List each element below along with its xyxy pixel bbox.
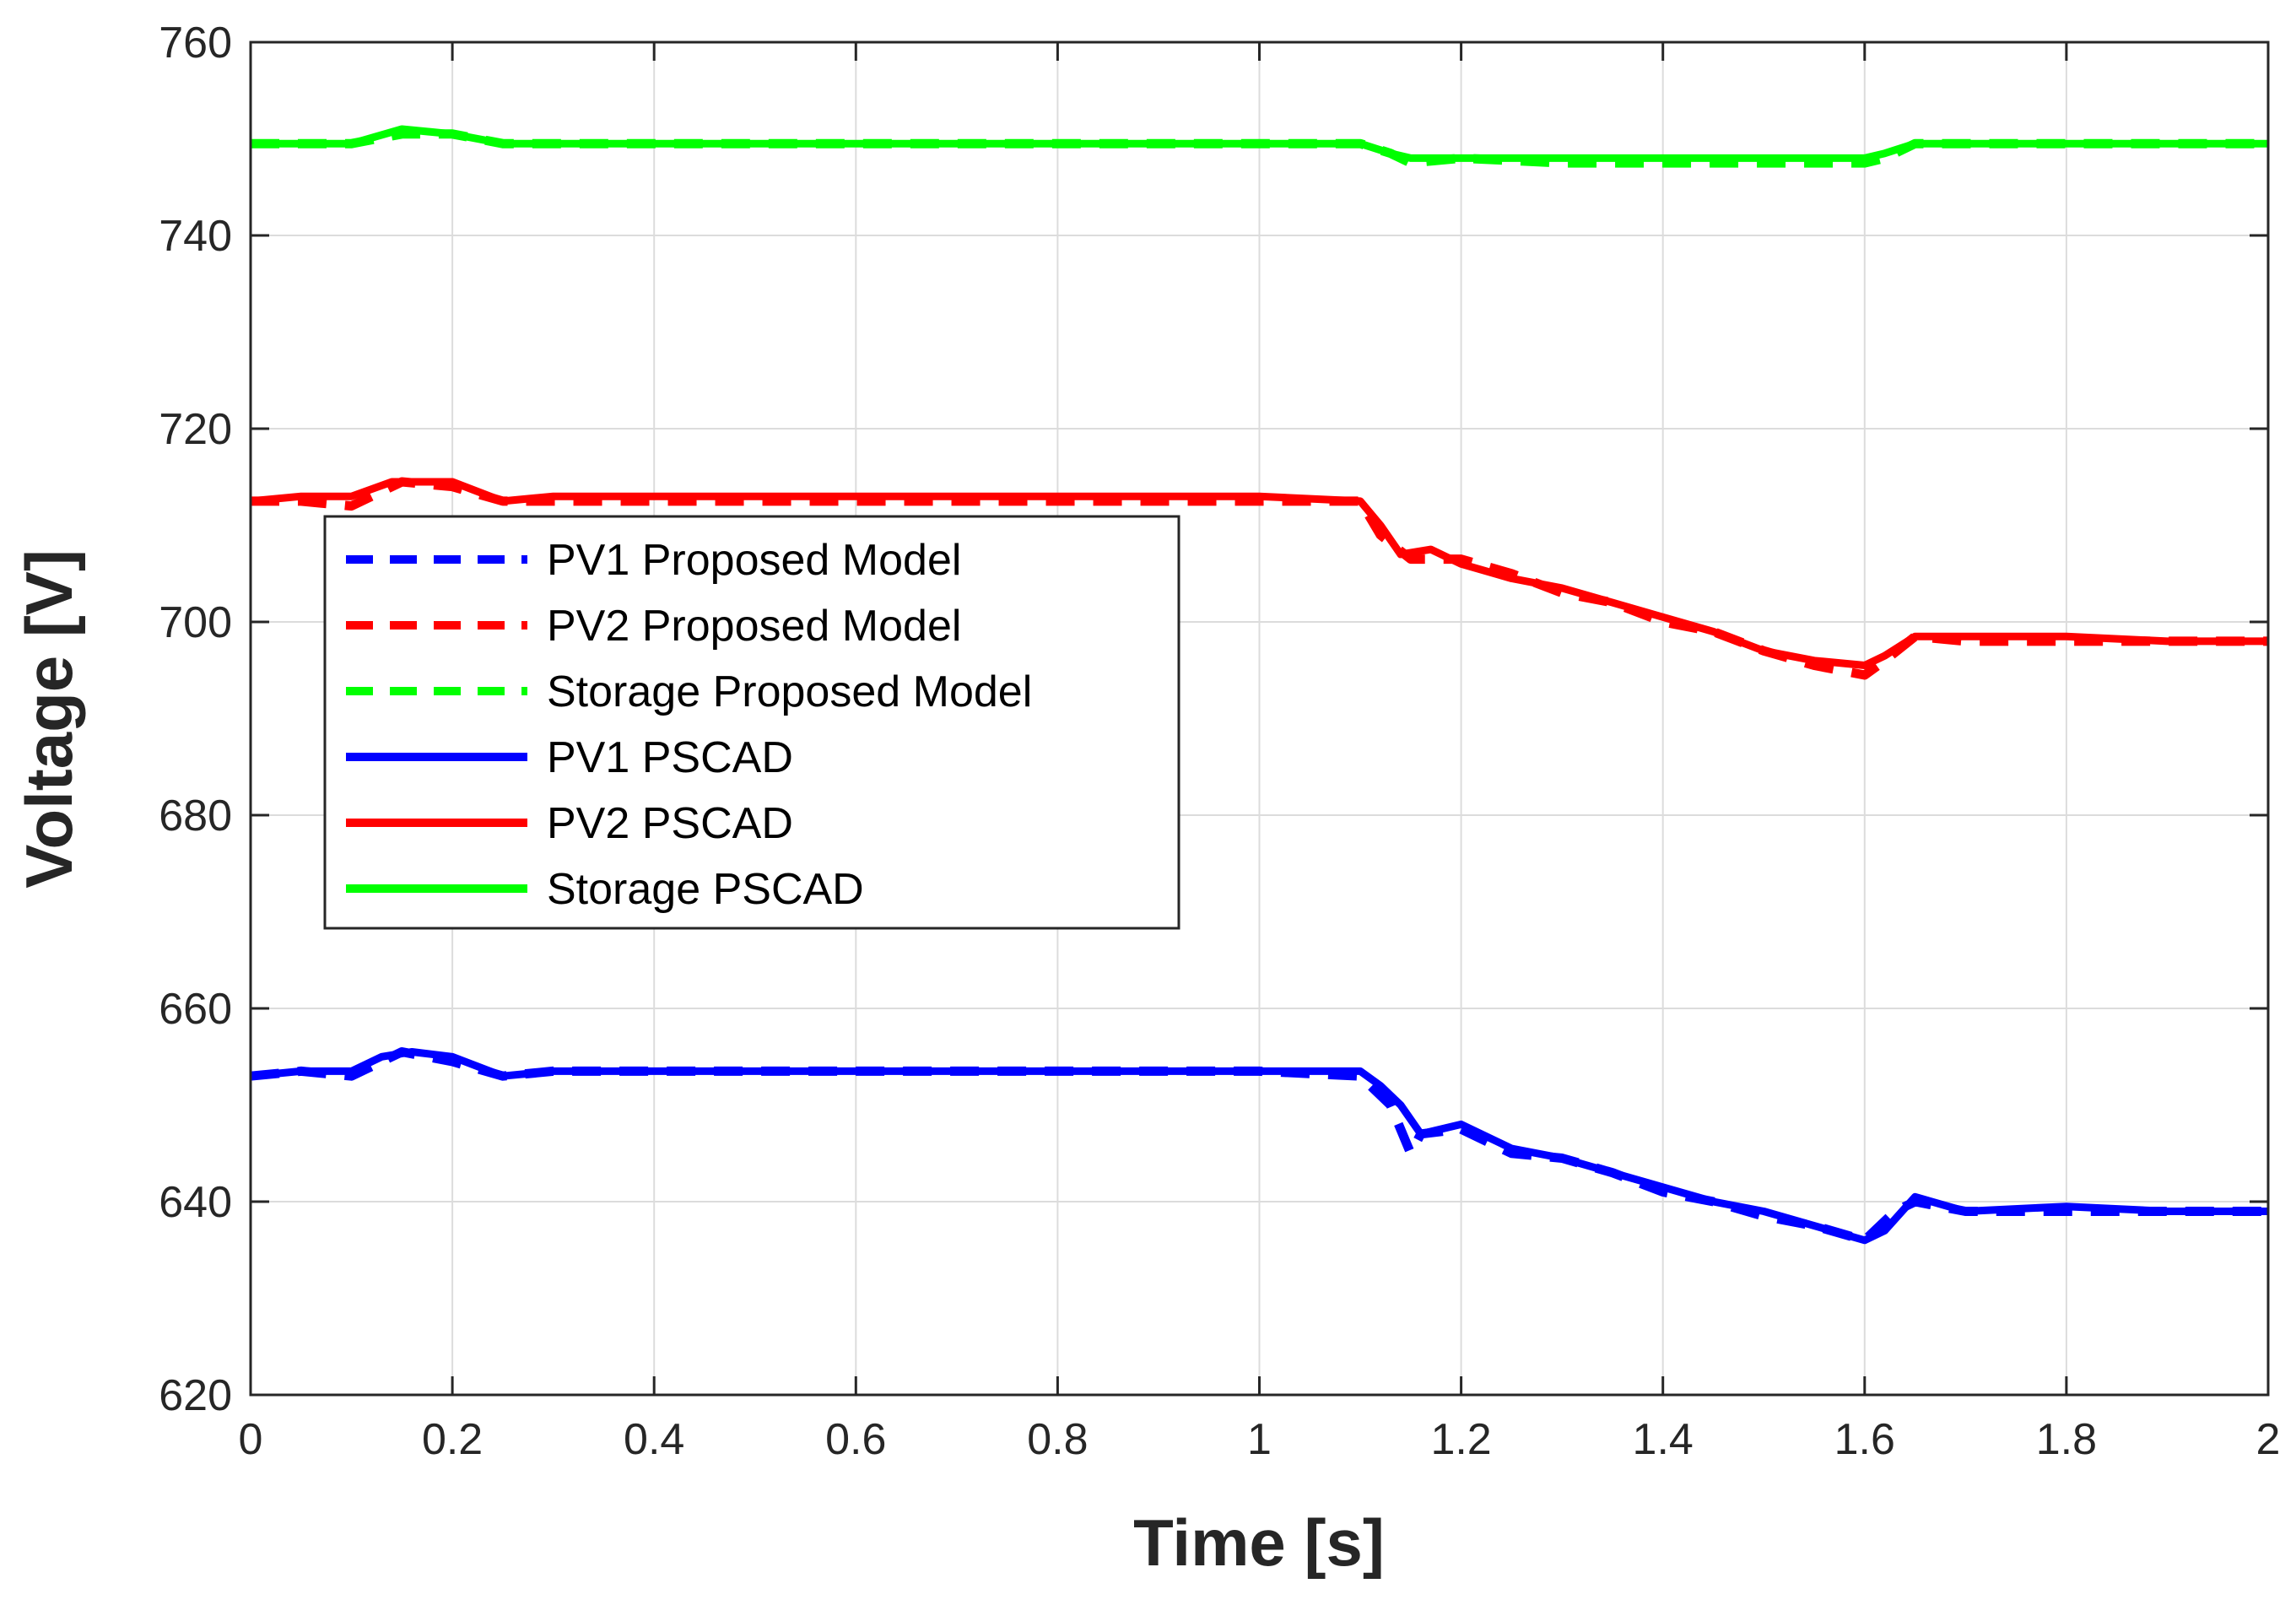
x-tick-label: 1.6: [1834, 1415, 1895, 1464]
y-tick-labels: 620 640 660 680 700 720 740 760: [159, 19, 232, 1420]
series-line-pv1-pscad: [250, 1048, 2268, 1245]
series-layer: [250, 125, 2268, 1246]
x-tick-label: 0.4: [624, 1415, 684, 1464]
x-axis-title: Time [s]: [1133, 1505, 1385, 1580]
x-tick-label: 1: [1247, 1415, 1272, 1464]
y-axis-title: Voltage [V]: [12, 549, 86, 889]
x-tick-label: 0: [239, 1415, 263, 1464]
x-tick-label: 1.8: [2036, 1415, 2097, 1464]
x-tick-label: 0.8: [1027, 1415, 1088, 1464]
legend-label-storage-proposed: Storage Proposed Model: [547, 667, 1032, 716]
y-tick-label: 760: [159, 19, 232, 68]
legend-box: [323, 515, 1180, 930]
x-tick-label: 0.2: [422, 1415, 483, 1464]
y-tick-label: 720: [159, 405, 232, 454]
x-tick-label: 0.6: [825, 1415, 886, 1464]
x-tick-label: 1.4: [1633, 1415, 1694, 1464]
legend-label-pv1-proposed: PV1 Proposed Model: [547, 536, 961, 585]
y-tick-label: 660: [159, 985, 232, 1034]
y-tick-label: 640: [159, 1178, 232, 1227]
legend-label-storage-pscad: Storage PSCAD: [547, 865, 864, 914]
series-line-storage-pscad: [251, 125, 2268, 162]
x-tick-labels: 0 0.2 0.4 0.6 0.8 1 1.2 1.4 1.6 1.8 2: [239, 1415, 2281, 1464]
legend: PV1 Proposed Model PV2 Proposed Model St…: [323, 515, 1180, 930]
y-tick-label: 740: [159, 212, 232, 261]
y-tick-label: 620: [159, 1371, 232, 1420]
legend-label-pv2-pscad: PV2 PSCAD: [547, 799, 793, 848]
x-tick-label: 2: [2256, 1415, 2281, 1464]
legend-label-pv1-pscad: PV1 PSCAD: [547, 733, 793, 782]
y-tick-label: 680: [159, 792, 232, 840]
y-tick-label: 700: [159, 598, 232, 647]
legend-label-pv2-proposed: PV2 Proposed Model: [547, 602, 961, 651]
x-tick-label: 1.2: [1430, 1415, 1491, 1464]
tick-marks: [249, 41, 2270, 1397]
series-line-pv2-pscad: [250, 478, 2268, 669]
